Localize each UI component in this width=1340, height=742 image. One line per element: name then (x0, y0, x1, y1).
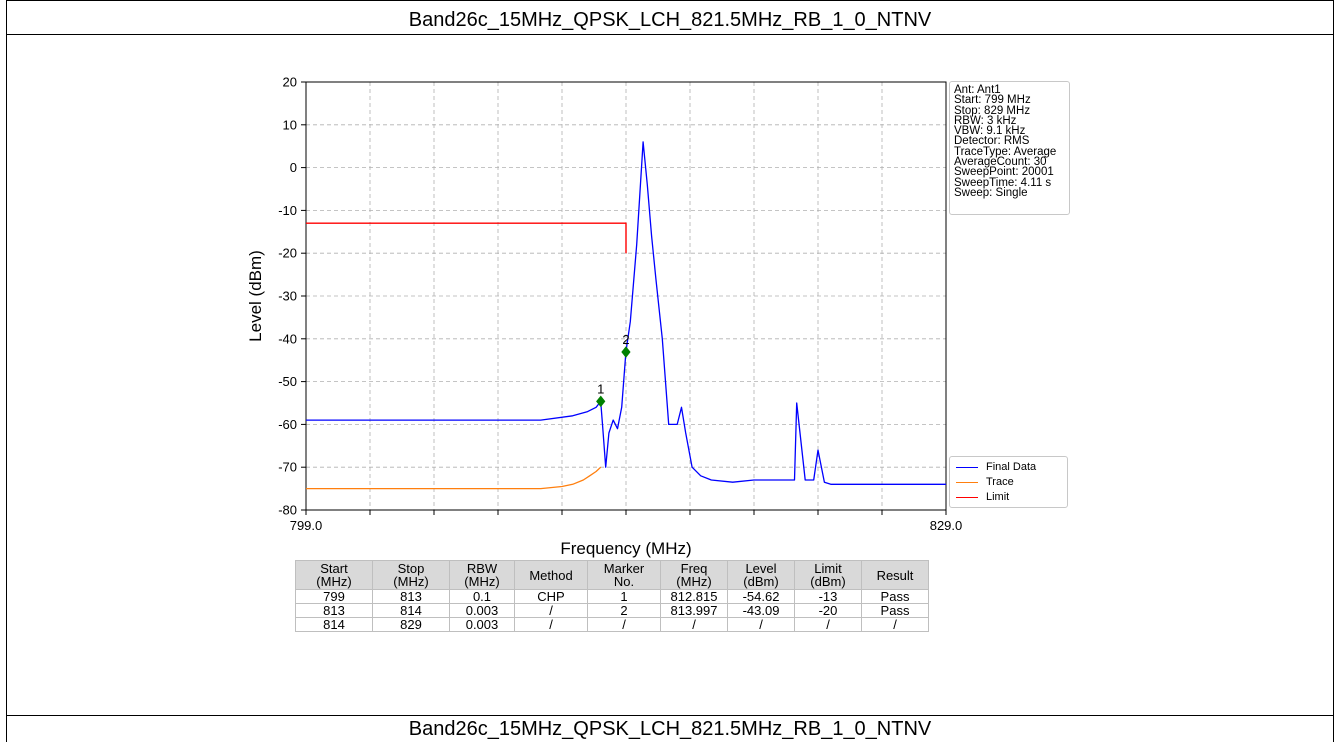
table-header-cell: Start (MHz) (295, 560, 373, 590)
marker-layer: 12 (596, 332, 631, 408)
marker-diamond (621, 346, 631, 358)
y-tick-label: 20 (283, 75, 297, 90)
table-cell: 813 (372, 589, 450, 604)
table-header-cell: RBW (MHz) (449, 560, 515, 590)
table-header-cell: Limit (dBm) (794, 560, 862, 590)
marker-label: 1 (597, 381, 604, 396)
top-border (6, 0, 1334, 1)
table-cell: / (514, 617, 588, 632)
info-line: Stop: 829 MHz (954, 104, 1031, 117)
table-header-cell: Result (861, 560, 929, 590)
y-tick-label: -60 (278, 417, 297, 432)
table-header-cell: Method (514, 560, 588, 590)
chart-legend: Final Data Trace Limit (949, 456, 1068, 508)
table-cell: 814 (372, 603, 450, 618)
y-tick-label: -80 (278, 503, 297, 518)
sweep-info-box: Ant: Ant1 Start: 799 MHz Stop: 829 MHz RBW:… (949, 81, 1070, 215)
y-tick-label: 10 (283, 117, 297, 132)
marker-label: 2 (622, 332, 629, 347)
x-tick-label: 799.0 (290, 518, 323, 533)
info-line: Sweep: Single (954, 186, 1028, 199)
series-layer (306, 141, 946, 490)
table-cell: -13 (794, 589, 862, 604)
table-header-row: Start (MHz) Stop (MHz) RBW (MHz) Method Mark… (295, 560, 929, 590)
table-cell: -20 (794, 603, 862, 618)
header-title: Band26c_15MHz_QPSK_LCH_821.5MHz_RB_1_0_N… (408, 9, 932, 31)
table-header-cell: Stop (MHz) (372, 560, 450, 590)
series-line-limit (306, 222, 627, 254)
table-header-cell: Freq (MHz) (660, 560, 728, 590)
table-cell: 0.003 (449, 617, 515, 632)
legend-swatch-final-data (956, 467, 978, 468)
table-cell: -54.62 (727, 589, 795, 604)
y-tick-label: -70 (278, 460, 297, 475)
grid-layer (306, 81, 946, 511)
table-row: 814 829 0.003// / / / / (295, 617, 929, 632)
y-tick-label: -20 (278, 246, 297, 261)
info-line: AverageCount: 30 (954, 156, 1047, 169)
table-cell: -43.09 (727, 603, 795, 618)
footer-title: Band26c_15MHz_QPSK_LCH_821.5MHz_RB_1_0_N… (408, 718, 932, 740)
info-line: SweepPoint: 20001 (954, 166, 1054, 179)
table-row: 813 814 0.003/2 813.997 -43.09 -20 Pass (295, 603, 929, 618)
table-header-cell: Level (dBm) (727, 560, 795, 590)
table-cell: 813.997 (660, 603, 728, 618)
x-axis-label: Frequency (MHz) (560, 539, 691, 558)
y-tick-label: 0 (290, 160, 297, 175)
info-line: Detector: RMS (954, 135, 1030, 148)
series-line-trace (306, 466, 602, 490)
info-line: Ant: Ant1 (954, 84, 1001, 96)
legend-swatch-trace (956, 482, 978, 483)
marker-diamond (596, 395, 606, 408)
table-cell: 0.003 (449, 603, 515, 618)
table-cell: / (514, 603, 588, 618)
header-divider (6, 34, 1334, 35)
table-row: 799 813 0.1 CHP 1 812.815 -54.62 -13 Pass (295, 589, 929, 604)
table-cell: 0.1 (449, 589, 515, 604)
table-cell: / (587, 617, 661, 632)
info-line: SweepTime: 4.11 s (954, 176, 1052, 189)
y-axis-label: Level (dBm) (246, 250, 265, 342)
table-cell: / (861, 617, 929, 632)
info-line: TraceType: Average (954, 145, 1057, 158)
info-line: Start: 799 MHz (954, 94, 1031, 107)
table-cell: 2 (587, 603, 661, 618)
table-cell: 799 (295, 589, 373, 604)
table-cell: 813 (295, 603, 373, 618)
table-cell: Pass (861, 589, 929, 604)
table-cell: / (660, 617, 728, 632)
table-body: 799 813 0.1 CHP 1 812.815 -54.62 -13 Pass 813 814 0… (295, 589, 929, 632)
info-line: RBW: 3 kHz (954, 114, 1017, 127)
y-tick-label: -50 (278, 374, 297, 389)
x-tick-label: 829.0 (930, 518, 963, 533)
table-cell: Pass (861, 603, 929, 618)
table-header-cell: Marker No. (587, 560, 661, 590)
series-line-final-data (306, 141, 946, 485)
y-tick-label: -30 (278, 289, 297, 304)
y-tick-label: -10 (278, 203, 297, 218)
footer-divider (6, 715, 1334, 716)
plot-frame (305, 81, 947, 511)
results-table: Start (MHz) Stop (MHz) RBW (MHz) Method Mark… (295, 560, 929, 632)
table-cell: 814 (295, 617, 373, 632)
page-frame (6, 0, 1334, 742)
legend-label: Trace (986, 476, 1014, 488)
legend-label: Final Data (986, 461, 1037, 473)
table-cell: CHP (514, 589, 588, 604)
y-tick-label: -40 (278, 331, 297, 346)
legend-label: Limit (986, 491, 1010, 503)
table-cell: 812.815 (660, 589, 728, 604)
info-line: VBW: 9.1 kHz (954, 125, 1026, 138)
table-cell: / (794, 617, 862, 632)
table-cell: 1 (587, 589, 661, 604)
legend-swatch-limit (956, 497, 978, 498)
table-cell: 829 (372, 617, 450, 632)
table-cell: / (727, 617, 795, 632)
